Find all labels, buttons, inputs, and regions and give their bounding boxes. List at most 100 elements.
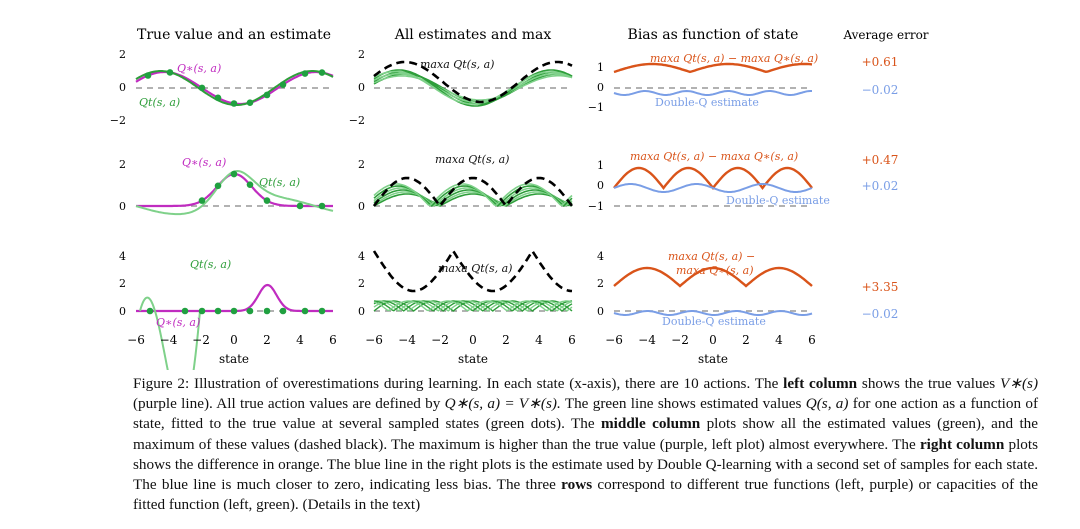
estimate-line [373, 189, 573, 207]
x-tick: −6 [127, 333, 145, 347]
sample-dot [263, 197, 271, 204]
sample-dot [166, 69, 174, 76]
y-tick: 0 [597, 179, 604, 192]
label-bias-line-2: maxa Q∗(s, a) [676, 264, 754, 277]
sample-dot [263, 91, 271, 99]
label-estimate: Qt(s, a) [139, 96, 180, 109]
sample-dot [198, 84, 206, 92]
bias-line [613, 166, 813, 190]
sample-dot [230, 100, 238, 107]
label-true-value: Q∗(s, a) [177, 62, 221, 75]
x-axis-label-left: state [219, 352, 249, 366]
x-tick: 4 [535, 333, 543, 347]
caption-text: plots shows the difference in orange. Th… [133, 435, 1039, 494]
estimate-line [373, 187, 573, 207]
x-axis-label-middle: state [458, 352, 488, 366]
max-line [372, 176, 574, 209]
caption-text: Illustration of overestimations during l… [194, 375, 779, 392]
x-tick: −2 [671, 333, 689, 347]
caption-text: for one action as a function of state, f… [133, 395, 1039, 433]
error-bias: +0.47 [862, 153, 899, 167]
y-tick: 0 [358, 200, 365, 213]
figure-caption: Figure 2: Illustration of overestimation… [133, 374, 1038, 515]
double-q-line [613, 89, 812, 96]
caption-math: Q∗(s, a) = V∗(s). [444, 395, 561, 413]
label-double-q: Double-Q estimate [726, 194, 830, 207]
estimate-line [373, 183, 573, 207]
y-tick: 2 [119, 277, 126, 290]
y-tick: 2 [597, 277, 604, 290]
error-bias: +0.61 [862, 55, 899, 69]
y-tick: −2 [110, 114, 126, 127]
label-estimate: Qt(s, a) [259, 176, 300, 189]
y-tick: −1 [588, 101, 604, 114]
label-max: maxa Qt(s, a) [435, 153, 509, 166]
estimate-line [373, 193, 573, 207]
double-q-line [613, 309, 813, 316]
caption-bold: middle column [601, 415, 701, 433]
true-value-line [136, 172, 333, 208]
x-ticks-left: −6 −4 −2 0 2 4 6 [127, 333, 337, 347]
panels [135, 60, 813, 370]
caption-bold: rows [561, 476, 593, 494]
sample-dot [246, 99, 254, 106]
x-ticks-right: −6 −4 −2 0 2 4 6 [605, 333, 816, 347]
y-tick: 0 [597, 81, 604, 94]
x-tick: 6 [808, 333, 816, 347]
estimate-line [373, 300, 573, 312]
y-tick: 0 [597, 305, 604, 318]
sample-dot [146, 307, 154, 315]
sample-dot [214, 182, 222, 190]
x-ticks-middle: −6 −4 −2 0 2 4 6 [365, 333, 576, 347]
x-tick: −6 [365, 333, 383, 347]
x-tick: −2 [431, 333, 449, 347]
sample-dot [230, 170, 238, 178]
figure-2: True value and an estimate All estimates… [110, 27, 929, 370]
sample-dot [318, 69, 326, 76]
sample-dot [318, 307, 326, 315]
caption-math: Q(s, a) [805, 395, 849, 413]
x-tick: 6 [568, 333, 576, 347]
caption-text: plots show all the estimated values (gre… [133, 415, 1039, 453]
caption-text: shows the true values [861, 375, 996, 392]
y-tick: 2 [358, 48, 365, 61]
estimate-line [373, 70, 573, 105]
error-double-q: +0.02 [862, 179, 899, 193]
label-true-value: Q∗(s, a) [156, 316, 200, 329]
y-tick: 2 [358, 277, 365, 290]
y-tick: 1 [597, 61, 604, 74]
sample-dot [279, 307, 287, 315]
x-tick: 2 [263, 333, 271, 347]
y-tick: −1 [588, 200, 604, 213]
estimate-line [373, 72, 573, 103]
x-tick: 0 [230, 333, 238, 347]
sample-dot [230, 307, 238, 315]
label-true-value: Q∗(s, a) [182, 156, 226, 169]
true-value-line [202, 283, 333, 313]
x-tick: 2 [742, 333, 750, 347]
x-tick: −4 [638, 333, 656, 347]
x-tick: 4 [775, 333, 783, 347]
row-3-labels: 4 2 0 4 2 0 4 2 0 Q∗(s, a) Qt(s, a) maxa… [119, 250, 898, 329]
sample-dot [198, 307, 206, 315]
caption-figure-label: Figure 2: [133, 375, 190, 392]
sample-dot [296, 202, 304, 210]
error-bias: +3.35 [862, 280, 899, 294]
estimate-line [139, 296, 201, 370]
caption-math: V∗(s) [999, 375, 1038, 392]
y-tick: 0 [119, 305, 126, 318]
y-tick: 4 [597, 250, 604, 263]
label-bias-line-1: maxa Qt(s, a) − [668, 250, 755, 263]
label-bias: maxa Qt(s, a) − maxa Q∗(s, a) [630, 150, 798, 163]
bias-line [613, 62, 813, 74]
sample-dot [318, 202, 326, 210]
x-tick: 0 [709, 333, 717, 347]
caption-text: (purple line). All true action values ar… [133, 395, 441, 413]
sample-dot [301, 70, 309, 77]
title-middle-column: All estimates and max [394, 27, 552, 43]
label-max: maxa Qt(s, a) [438, 262, 512, 275]
y-tick: 4 [119, 250, 126, 263]
x-tick: −2 [192, 333, 210, 347]
y-tick: 2 [119, 158, 126, 171]
x-axis-label-right: state [698, 352, 728, 366]
